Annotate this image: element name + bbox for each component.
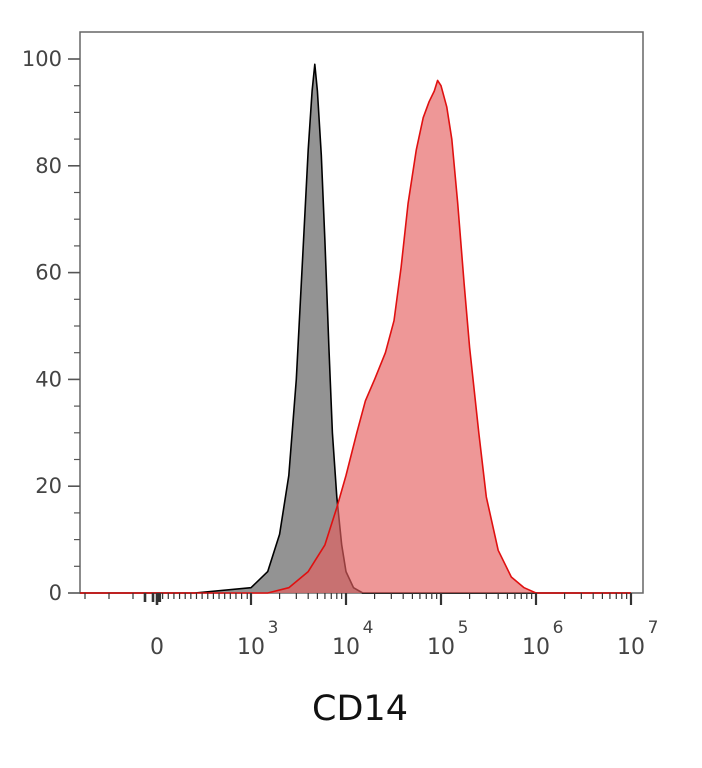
x-tick-label: 104 — [332, 618, 373, 660]
x-tick-base: 10 — [332, 635, 360, 660]
y-tick-label: 20 — [35, 474, 62, 498]
y-tick-label: 40 — [35, 367, 62, 391]
x-tick-exponent: 7 — [648, 618, 659, 638]
x-tick-base: 10 — [427, 635, 455, 660]
x-tick-label: 107 — [617, 618, 658, 660]
x-tick-label: 103 — [237, 618, 278, 660]
x-tick-base: 10 — [522, 635, 550, 660]
series-fill-1 — [80, 80, 631, 593]
x-tick-exponent: 5 — [458, 618, 469, 638]
x-tick-exponent: 6 — [553, 618, 564, 638]
x-tick-base: 0 — [150, 635, 164, 660]
x-tick-label: 0 — [150, 635, 164, 660]
x-tick-label: 105 — [427, 618, 468, 660]
x-tick-label: 106 — [522, 618, 563, 660]
y-tick-label: 100 — [22, 47, 62, 71]
y-tick-label: 0 — [49, 581, 62, 605]
y-tick-label: 60 — [35, 261, 62, 285]
series-layer — [80, 63, 631, 594]
y-axis: 0 20 40 60 80 100 — [22, 47, 80, 605]
x-tick-exponent: 3 — [268, 618, 279, 638]
x-tick-base: 10 — [617, 635, 645, 660]
x-axis-title: CD14 — [312, 689, 408, 729]
y-tick-label: 80 — [35, 154, 62, 178]
series-outline-1 — [80, 79, 631, 594]
x-tick-base: 10 — [237, 635, 265, 660]
x-tick-exponent: 4 — [363, 618, 374, 638]
